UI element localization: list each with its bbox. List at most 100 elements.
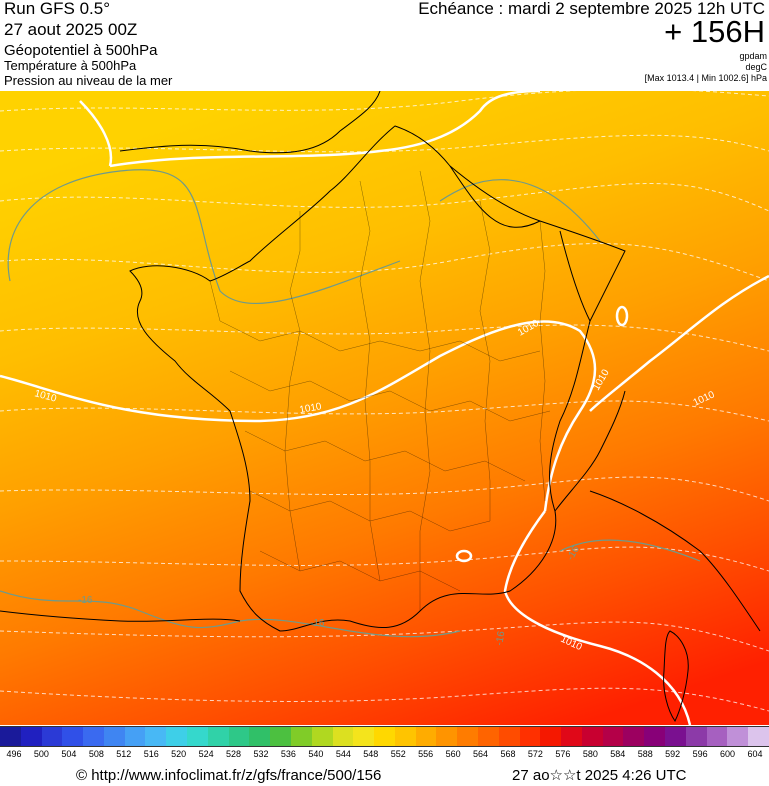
color-swatch	[332, 727, 354, 746]
color-swatch	[270, 727, 291, 746]
pressure-min-max: [Max 1013.4 | Min 1002.6] hPa	[644, 73, 767, 83]
color-scale-label: 516	[143, 749, 159, 759]
color-swatch	[41, 727, 63, 746]
color-swatch	[540, 727, 562, 746]
isobar-label: 1010	[299, 401, 323, 416]
color-swatch	[519, 727, 541, 746]
color-swatch	[602, 727, 624, 746]
spain-coast	[0, 610, 241, 622]
isobar-1010-west	[0, 320, 597, 512]
color-scale-label: 536	[280, 749, 296, 759]
color-scale-label: 580	[582, 749, 598, 759]
color-scale-label: 528	[226, 749, 242, 759]
france-outline	[129, 125, 626, 632]
color-scale-label: 596	[692, 749, 708, 759]
color-swatch	[457, 727, 478, 746]
parameter-geopotential: Géopotentiel à 500hPa	[4, 42, 158, 59]
isotherm-label: -16	[78, 595, 93, 606]
isobar-1010-south-small	[455, 549, 473, 563]
swiss-border	[554, 390, 626, 512]
color-scale-label: 568	[500, 749, 516, 759]
color-swatch	[581, 727, 603, 746]
isobars	[0, 91, 769, 725]
isobar-1010-south	[503, 510, 692, 725]
color-scale-label: 540	[308, 749, 324, 759]
color-swatch	[415, 727, 437, 746]
color-scale-label: 520	[171, 749, 187, 759]
isotherm-grey-lines	[0, 169, 701, 638]
color-scale-label: 592	[665, 749, 681, 759]
color-scale-label: 496	[6, 749, 22, 759]
isobar-1010-east	[589, 274, 769, 412]
color-scale-label: 552	[390, 749, 406, 759]
color-swatch	[20, 727, 42, 746]
color-swatch	[228, 727, 250, 746]
color-scale-label: 560	[445, 749, 461, 759]
color-swatch	[145, 727, 167, 746]
color-swatch	[706, 727, 728, 746]
color-scale-label: 544	[335, 749, 351, 759]
color-swatch	[623, 727, 645, 746]
color-swatch	[311, 727, 333, 746]
color-scale-label: 576	[555, 749, 571, 759]
color-swatch	[187, 727, 208, 746]
departments-grid	[209, 170, 551, 611]
color-swatch	[290, 727, 312, 746]
run-date: 27 aout 2025 00Z	[4, 20, 138, 39]
color-swatch	[436, 727, 458, 746]
unit-temperature: degC	[745, 62, 767, 72]
england-coast	[119, 91, 381, 154]
color-scale-label: 500	[33, 749, 49, 759]
country-borders	[0, 91, 761, 722]
color-scale-bar	[0, 726, 769, 747]
color-swatch	[124, 727, 146, 746]
color-scale-label: 532	[253, 749, 269, 759]
weather-map: 1010 1010 1010 1010 1010 1010 -16 -16 -1…	[0, 91, 769, 725]
isobar-1010-alps-small	[615, 305, 629, 327]
color-swatch	[353, 727, 375, 746]
color-scale-label: 564	[473, 749, 489, 759]
color-swatch	[103, 727, 125, 746]
color-swatch	[477, 727, 499, 746]
color-scale-label: 600	[720, 749, 736, 759]
generation-timestamp: 27 ao☆☆t 2025 4:26 UTC	[512, 767, 687, 784]
color-scale-label: 584	[610, 749, 626, 759]
source-url[interactable]: © http://www.infoclimat.fr/z/gfs/france/…	[76, 767, 382, 784]
parameter-pressure: Pression au niveau de la mer	[4, 73, 173, 88]
color-swatch	[0, 727, 21, 746]
isotherm-label: -16	[494, 630, 507, 647]
color-swatch	[374, 727, 395, 746]
color-swatch	[685, 727, 707, 746]
color-swatch	[561, 727, 582, 746]
valid-time: Echéance : mardi 2 septembre 2025 12h UT…	[418, 0, 765, 18]
color-swatch	[83, 727, 104, 746]
color-scale-label: 504	[61, 749, 77, 759]
color-scale-label: 512	[116, 749, 132, 759]
color-swatch	[498, 727, 520, 746]
isotherm-label: -16	[310, 618, 325, 629]
geopotential-field	[0, 91, 769, 725]
color-scale-label: 524	[198, 749, 214, 759]
color-scale-label: 548	[363, 749, 379, 759]
parameter-temperature: Température à 500hPa	[4, 58, 137, 73]
color-swatch	[166, 727, 188, 746]
color-swatch	[394, 727, 416, 746]
run-title: Run GFS 0.5°	[4, 0, 111, 18]
color-swatch	[249, 727, 271, 746]
color-scale-label: 556	[418, 749, 434, 759]
unit-geopotential: gpdam	[739, 51, 767, 61]
color-scale-label: 508	[88, 749, 104, 759]
color-swatch	[207, 727, 229, 746]
color-scale-label: 604	[747, 749, 763, 759]
belgium-germany-border	[449, 165, 591, 322]
lead-time: + 156H	[664, 14, 765, 49]
isobar-1010-north	[79, 91, 541, 168]
color-swatch	[748, 727, 769, 746]
corsica	[663, 630, 689, 722]
color-scale-label: 588	[637, 749, 653, 759]
color-swatch	[665, 727, 686, 746]
color-swatch	[727, 727, 749, 746]
color-scale-labels: 496 500 504 508 512 516 520 524 528 532 536 540 544 5…	[0, 749, 769, 763]
italy-coast	[589, 490, 761, 632]
color-swatch	[644, 727, 665, 746]
